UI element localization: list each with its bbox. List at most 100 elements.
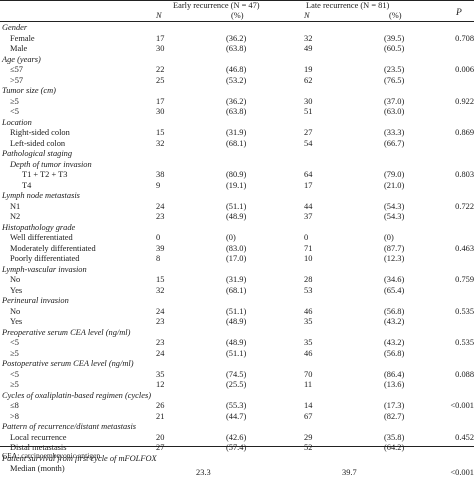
early-pct-cell: (0) bbox=[226, 233, 236, 242]
row-label: <5 bbox=[10, 369, 19, 379]
late-n-header: N bbox=[304, 11, 310, 20]
late-pct-cell: (43.2) bbox=[384, 338, 405, 347]
header-rule bbox=[0, 21, 474, 22]
early-pct-cell: (63.8) bbox=[226, 44, 247, 53]
early-n-cell: 20 bbox=[156, 432, 165, 442]
early-pct-cell: (48.9) bbox=[226, 212, 247, 221]
row-label: ≤57 bbox=[10, 65, 23, 74]
late-n-cell: 46 bbox=[304, 348, 313, 358]
early-n-cell: 38 bbox=[156, 170, 165, 179]
p-value-cell: 0.463 bbox=[455, 243, 474, 253]
early-n-cell: 24 bbox=[156, 201, 165, 211]
early-n-cell: 27 bbox=[156, 443, 165, 452]
late-pct-cell: (82.7) bbox=[384, 411, 405, 421]
late-pct-cell: (64.2) bbox=[384, 443, 405, 452]
late-n-cell: 70 bbox=[304, 369, 313, 379]
late-n-cell: 46 bbox=[304, 306, 313, 316]
early-group-header: Early recurrence (N = 47) bbox=[173, 1, 260, 10]
row-label: Well differentiated bbox=[10, 233, 73, 242]
late-pct-cell: (35.8) bbox=[384, 432, 405, 442]
early-n-cell: 32 bbox=[156, 138, 165, 148]
late-n-cell: 44 bbox=[304, 201, 313, 211]
p-header: P bbox=[456, 8, 462, 18]
early-n-cell: 24 bbox=[156, 348, 165, 358]
row-label: T4 bbox=[22, 180, 32, 190]
early-n-header: N bbox=[156, 11, 162, 20]
row-label: ≥5 bbox=[10, 380, 19, 389]
row-label: ≥5 bbox=[10, 348, 19, 358]
row-label: >8 bbox=[10, 411, 19, 421]
late-n-cell: 29 bbox=[304, 432, 313, 442]
early-pct-cell: (44.7) bbox=[226, 411, 247, 421]
early-n-cell: 15 bbox=[156, 275, 165, 284]
late-pct-cell: (17.3) bbox=[384, 401, 405, 410]
early-pct-cell: (48.9) bbox=[226, 338, 247, 347]
late-n-cell: 64 bbox=[304, 170, 313, 179]
late-n-cell: 37 bbox=[304, 212, 313, 221]
late-n-cell: 10 bbox=[304, 254, 313, 263]
late-pct-cell: (43.2) bbox=[384, 317, 405, 326]
row-label: N2 bbox=[10, 212, 21, 221]
late-n-cell: 27 bbox=[304, 128, 313, 137]
early-n-cell: 32 bbox=[156, 285, 165, 295]
late-pct-cell: (66.7) bbox=[384, 138, 405, 148]
row-label: Yes bbox=[10, 317, 23, 326]
early-pct-header: (%) bbox=[231, 11, 244, 20]
late-n-cell: 35 bbox=[304, 317, 313, 326]
section-heading: Histopathology grade bbox=[2, 222, 76, 232]
early-pct-cell: (55.3) bbox=[226, 401, 247, 410]
early-n-cell: 35 bbox=[156, 369, 165, 379]
late-pct-cell: (79.0) bbox=[384, 170, 405, 179]
row-label: Poorly differentiated bbox=[10, 254, 80, 263]
section-heading: Perineural invasion bbox=[2, 296, 69, 305]
late-pct-cell: (33.3) bbox=[384, 128, 405, 137]
early-n-cell: 12 bbox=[156, 380, 165, 389]
early-n-cell: 30 bbox=[156, 107, 165, 116]
section-heading: Lymph node metastasis bbox=[2, 191, 80, 200]
early-n-cell: 30 bbox=[156, 44, 165, 53]
early-n-cell: 17 bbox=[156, 33, 165, 43]
footnote: CEA: carcinoembryonic antigen. bbox=[2, 451, 103, 460]
late-n-cell: 49 bbox=[304, 44, 313, 53]
early-pct-cell: (51.1) bbox=[226, 201, 247, 211]
p-value-cell: 0.722 bbox=[455, 201, 474, 211]
subsection-heading: Depth of tumor invasion bbox=[10, 159, 92, 169]
late-pct-cell: (0) bbox=[384, 233, 394, 242]
early-pct-cell: (19.1) bbox=[226, 180, 247, 190]
section-heading: Patient survival from first cycle of mFO… bbox=[2, 453, 157, 463]
late-pct-cell: (54.3) bbox=[384, 201, 405, 211]
early-n-cell: 23 bbox=[156, 338, 165, 347]
row-label: Female bbox=[10, 33, 35, 43]
late-pct-cell: (54.3) bbox=[384, 212, 405, 221]
early-pct-cell: (51.1) bbox=[226, 348, 247, 358]
section-heading: Pattern of recurrence/distant metastasis bbox=[2, 422, 137, 431]
early-n-cell: 25 bbox=[156, 75, 165, 85]
early-n-cell: 39 bbox=[156, 243, 165, 253]
late-n-cell: 30 bbox=[304, 96, 313, 106]
early-pct-cell: (46.8) bbox=[226, 65, 247, 74]
early-pct-cell: (68.1) bbox=[226, 138, 247, 148]
p-value-cell: <0.001 bbox=[450, 401, 474, 410]
early-pct-cell: (36.2) bbox=[226, 96, 247, 106]
late-n-cell: 71 bbox=[304, 243, 313, 253]
late-pct-cell: (76.5) bbox=[384, 75, 405, 85]
late-pct-cell: (12.3) bbox=[384, 254, 405, 263]
row-label: ≤8 bbox=[10, 401, 19, 410]
late-n-cell: 14 bbox=[304, 401, 313, 410]
section-heading: Tumor size (cm) bbox=[2, 86, 56, 95]
row-label: ≥5 bbox=[10, 96, 19, 106]
late-pct-cell: (13.6) bbox=[384, 380, 405, 389]
row-label: Right-sided colon bbox=[10, 128, 70, 137]
early-pct-cell: (42.6) bbox=[226, 432, 247, 442]
p-value-cell: 0.535 bbox=[455, 306, 474, 316]
p-value-cell: 0.803 bbox=[455, 170, 474, 179]
early-pct-cell: (31.9) bbox=[226, 275, 247, 284]
early-n-cell: 17 bbox=[156, 96, 165, 106]
early-pct-cell: (83.0) bbox=[226, 243, 247, 253]
early-pct-cell: (36.2) bbox=[226, 33, 247, 43]
section-heading: Preoperative serum CEA level (ng/ml) bbox=[2, 327, 131, 337]
row-label: N1 bbox=[10, 201, 21, 211]
row-label: Yes bbox=[10, 285, 23, 295]
row-label: No bbox=[10, 275, 21, 284]
